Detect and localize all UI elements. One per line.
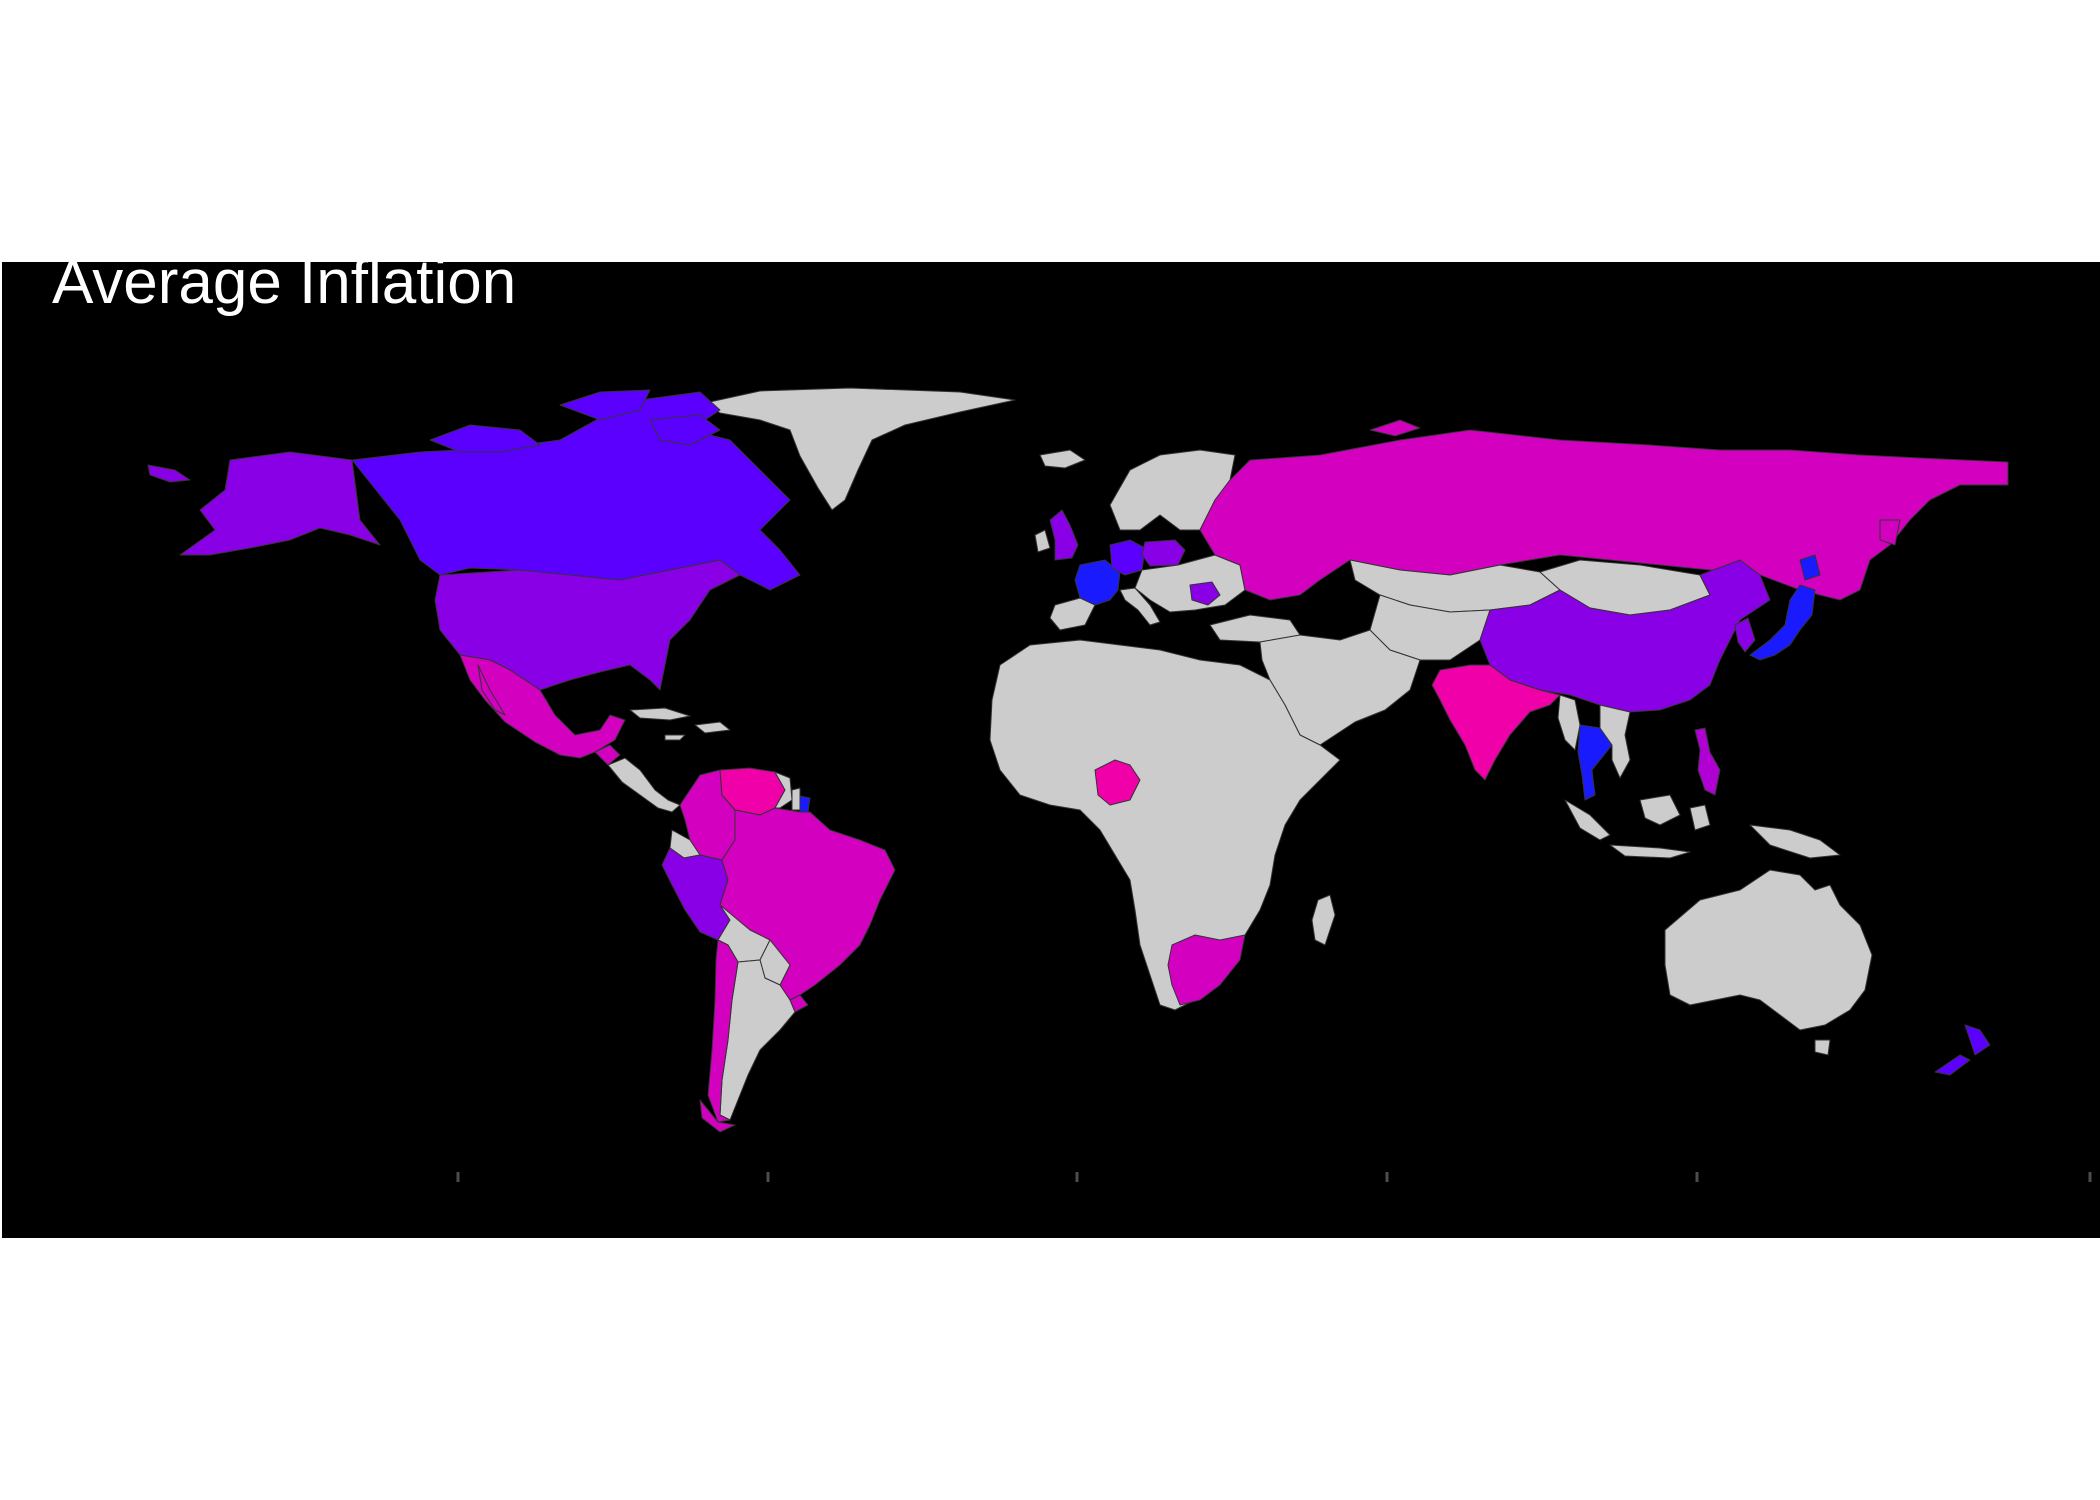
region-new-zealand: [1934, 1054, 1971, 1076]
region-suriname: [791, 787, 801, 811]
region-australia: [1664, 869, 1873, 1031]
region-indonesia: [1609, 844, 1691, 859]
region-japan: [1799, 554, 1821, 581]
region-madagascar: [1311, 894, 1336, 946]
region-canada: [559, 389, 651, 421]
region-spain: [1049, 597, 1096, 631]
region-japan: [1749, 584, 1816, 661]
region-germany: [1109, 539, 1146, 576]
region-south-africa: [1167, 934, 1246, 1006]
region-canada: [429, 424, 541, 453]
region-indonesia: [1564, 799, 1611, 841]
region-guatemala: [594, 744, 621, 766]
region-chile: [707, 939, 739, 1123]
region-canada: [351, 391, 801, 591]
region-mexico: [477, 664, 506, 716]
region-india: [1431, 664, 1561, 781]
region-australia: [1814, 1039, 1831, 1056]
region-russia: [1879, 519, 1901, 546]
region-new-zealand: [1964, 1024, 1991, 1056]
region-indonesia: [1639, 794, 1681, 826]
region-poland: [1141, 539, 1186, 567]
region-canada: [649, 414, 721, 446]
region-philippines: [1694, 727, 1721, 796]
region-caribbean: [664, 734, 686, 741]
region-papua-new-guinea: [1749, 824, 1841, 859]
region-alaska: [147, 464, 191, 483]
region-alaska: [179, 451, 381, 556]
region-central-america: [607, 757, 681, 813]
region-iceland: [1039, 449, 1086, 469]
region-indonesia: [1689, 804, 1711, 831]
region-peru: [661, 847, 731, 941]
region-caribbean: [629, 707, 691, 721]
map-title: Average Inflation: [52, 248, 517, 317]
region-romania: [1189, 581, 1221, 606]
region-russia: [1369, 419, 1421, 437]
axis-ticks: [456, 1172, 2092, 1182]
region-mexico: [459, 654, 626, 759]
region-italy: [1119, 587, 1161, 626]
region-guyana: [774, 771, 793, 809]
region-greenland: [704, 387, 1016, 511]
region-nigeria: [1094, 759, 1141, 806]
region-eastern-europe: [1134, 554, 1246, 613]
region-myanmar: [1557, 694, 1581, 751]
region-french-guiana: [799, 795, 811, 813]
region-france: [1074, 559, 1121, 606]
region-united-kingdom: [1049, 509, 1079, 561]
region-korea: [1734, 617, 1756, 653]
region-caribbean: [694, 721, 731, 734]
region-vietnam: [1599, 704, 1631, 779]
region-ireland: [1034, 529, 1051, 553]
region-chile: [699, 1099, 736, 1133]
